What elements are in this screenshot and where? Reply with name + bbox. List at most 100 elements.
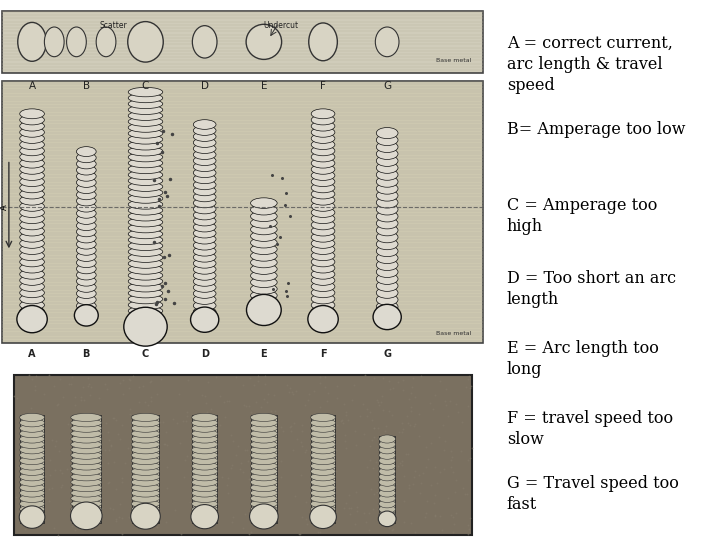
Ellipse shape xyxy=(19,245,45,254)
Ellipse shape xyxy=(128,182,163,191)
Ellipse shape xyxy=(377,273,398,285)
Ellipse shape xyxy=(311,214,335,224)
Ellipse shape xyxy=(194,265,216,274)
Ellipse shape xyxy=(76,233,96,243)
Ellipse shape xyxy=(19,282,45,292)
Ellipse shape xyxy=(131,441,160,448)
Ellipse shape xyxy=(246,24,282,59)
Ellipse shape xyxy=(311,177,335,187)
Ellipse shape xyxy=(377,169,398,180)
Ellipse shape xyxy=(71,430,102,437)
Ellipse shape xyxy=(311,207,335,218)
Ellipse shape xyxy=(310,441,336,448)
Ellipse shape xyxy=(19,451,45,459)
Ellipse shape xyxy=(19,467,45,475)
Ellipse shape xyxy=(71,500,102,508)
Ellipse shape xyxy=(131,505,160,513)
Ellipse shape xyxy=(310,495,336,502)
Ellipse shape xyxy=(194,204,216,214)
Ellipse shape xyxy=(192,462,217,470)
Ellipse shape xyxy=(311,121,335,131)
Ellipse shape xyxy=(377,225,398,236)
Text: F: F xyxy=(320,82,326,91)
Ellipse shape xyxy=(131,462,160,470)
Ellipse shape xyxy=(251,441,277,448)
Ellipse shape xyxy=(131,473,160,481)
Ellipse shape xyxy=(251,467,277,475)
Text: Base metal: Base metal xyxy=(436,332,472,336)
Ellipse shape xyxy=(19,269,45,279)
Ellipse shape xyxy=(194,120,216,130)
Ellipse shape xyxy=(192,451,217,459)
Ellipse shape xyxy=(66,27,86,57)
Ellipse shape xyxy=(128,164,163,174)
Ellipse shape xyxy=(377,294,398,305)
Ellipse shape xyxy=(128,129,163,138)
Ellipse shape xyxy=(71,467,102,475)
Ellipse shape xyxy=(192,430,217,437)
Ellipse shape xyxy=(19,140,45,150)
Ellipse shape xyxy=(194,253,216,262)
Ellipse shape xyxy=(194,186,216,195)
Ellipse shape xyxy=(310,505,336,529)
Ellipse shape xyxy=(131,489,160,497)
Ellipse shape xyxy=(194,295,216,305)
Ellipse shape xyxy=(251,511,277,518)
Ellipse shape xyxy=(377,134,398,146)
Ellipse shape xyxy=(128,105,163,114)
Ellipse shape xyxy=(127,22,163,62)
Ellipse shape xyxy=(194,138,216,147)
Ellipse shape xyxy=(311,226,335,236)
Ellipse shape xyxy=(311,146,335,156)
Ellipse shape xyxy=(377,211,398,222)
Ellipse shape xyxy=(377,287,398,298)
Ellipse shape xyxy=(194,162,216,172)
Ellipse shape xyxy=(76,147,96,157)
Bar xyxy=(14,375,472,535)
Ellipse shape xyxy=(76,221,96,231)
Ellipse shape xyxy=(378,511,396,526)
Ellipse shape xyxy=(251,284,277,294)
Ellipse shape xyxy=(194,180,216,190)
Ellipse shape xyxy=(311,294,335,304)
Ellipse shape xyxy=(251,473,277,481)
Text: A: A xyxy=(28,349,36,359)
Ellipse shape xyxy=(128,140,163,150)
Ellipse shape xyxy=(128,152,163,162)
Ellipse shape xyxy=(19,127,45,137)
Ellipse shape xyxy=(192,25,217,58)
Ellipse shape xyxy=(76,276,96,286)
Ellipse shape xyxy=(377,162,398,173)
Ellipse shape xyxy=(251,310,277,321)
Ellipse shape xyxy=(251,424,277,432)
Ellipse shape xyxy=(128,218,163,227)
Ellipse shape xyxy=(373,305,401,329)
Ellipse shape xyxy=(19,239,45,248)
Ellipse shape xyxy=(19,201,45,211)
Ellipse shape xyxy=(131,495,160,502)
Ellipse shape xyxy=(71,495,102,502)
Ellipse shape xyxy=(379,489,395,497)
Ellipse shape xyxy=(131,500,160,508)
Ellipse shape xyxy=(310,484,336,491)
Ellipse shape xyxy=(76,190,96,200)
Ellipse shape xyxy=(194,259,216,268)
Ellipse shape xyxy=(194,271,216,280)
Ellipse shape xyxy=(76,214,96,225)
Ellipse shape xyxy=(19,419,45,427)
Ellipse shape xyxy=(71,505,102,513)
Ellipse shape xyxy=(76,258,96,268)
Ellipse shape xyxy=(128,194,163,203)
Ellipse shape xyxy=(131,467,160,475)
Ellipse shape xyxy=(194,234,216,244)
Ellipse shape xyxy=(131,424,160,432)
Ellipse shape xyxy=(251,430,277,437)
Ellipse shape xyxy=(71,478,102,486)
Ellipse shape xyxy=(310,446,336,454)
Ellipse shape xyxy=(192,500,217,508)
Ellipse shape xyxy=(128,123,163,132)
Ellipse shape xyxy=(377,259,398,271)
Ellipse shape xyxy=(19,489,45,497)
Ellipse shape xyxy=(71,451,102,459)
Ellipse shape xyxy=(311,232,335,242)
